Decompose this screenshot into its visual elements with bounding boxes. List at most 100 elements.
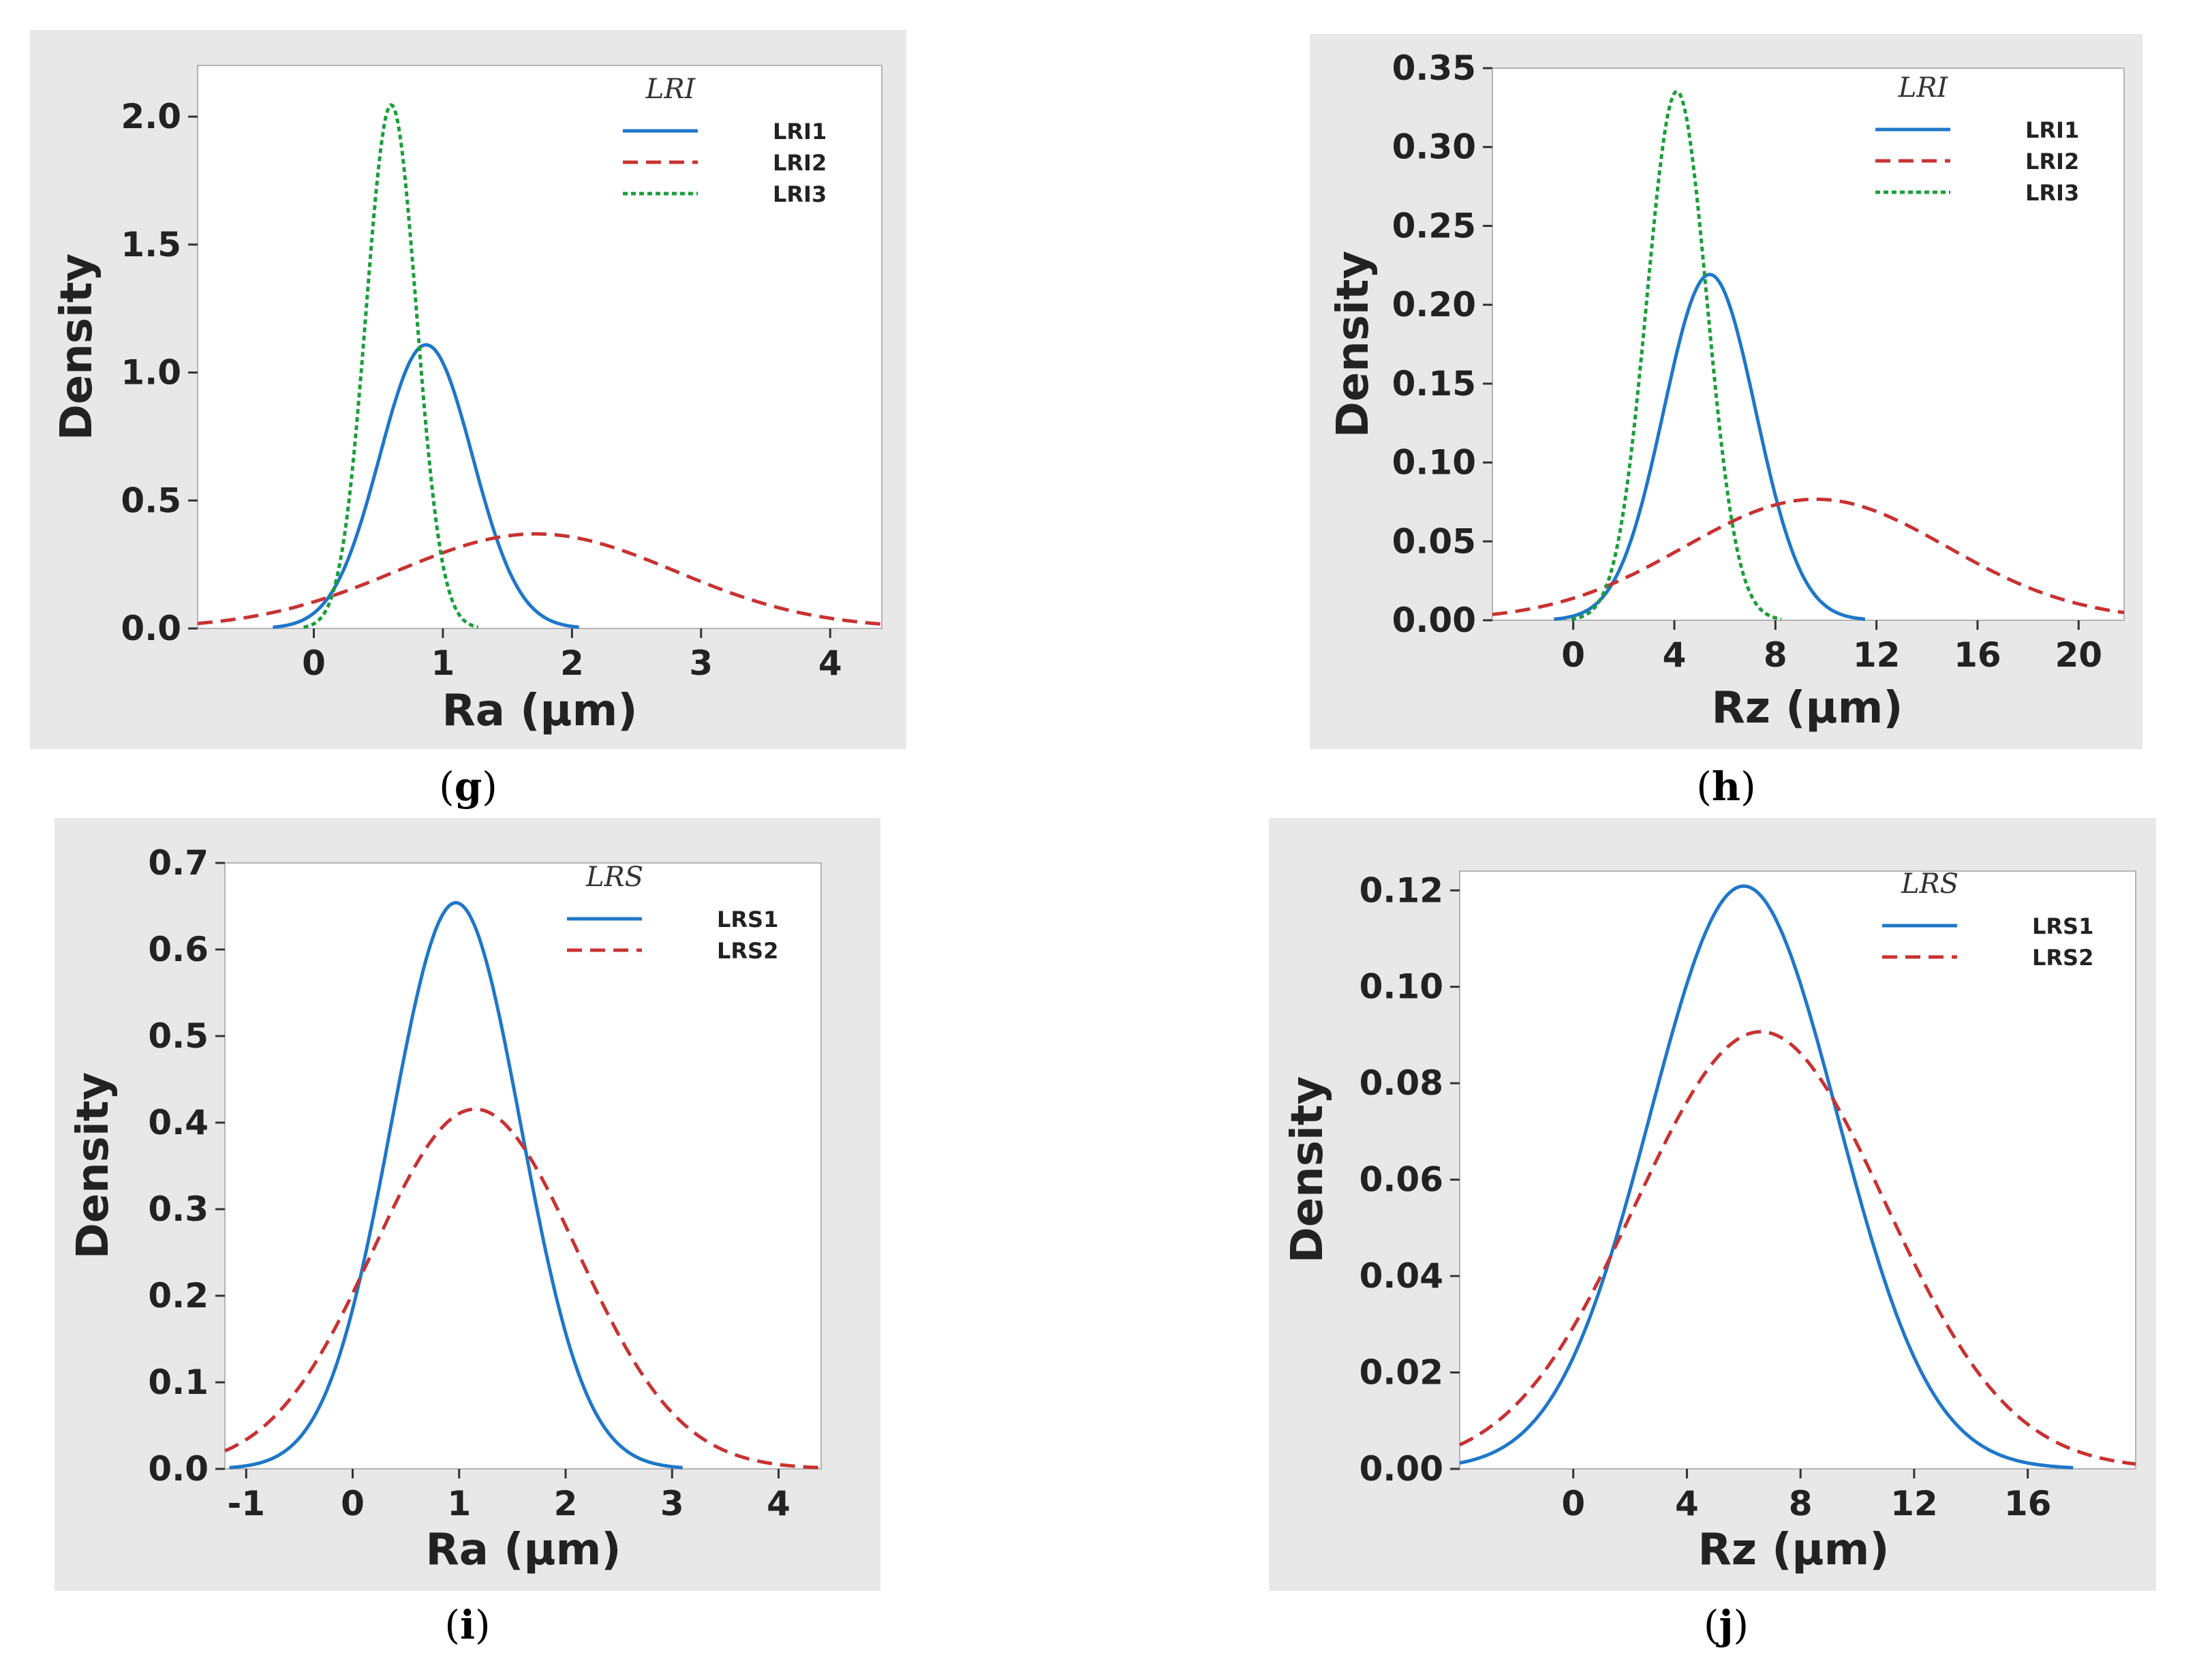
x-tick-label: 4 xyxy=(1675,1484,1699,1523)
x-tick-label: 4 xyxy=(767,1484,790,1523)
series-line-lri3 xyxy=(1571,89,1782,621)
chart-svg-j: 0.00 0.02 0.04 0.06 0.08 0.10 0.12 0 4 8 12 16 Rz (µ… xyxy=(1282,868,2136,1575)
y-tick-label: 2.0 xyxy=(121,97,181,136)
series-line-lrs2 xyxy=(1458,1030,2136,1466)
legend-title: LRI xyxy=(1898,72,1949,104)
series-line-lrs1 xyxy=(1459,884,2074,1470)
x-tick-label: 1 xyxy=(431,643,455,683)
legend-label-lri3: LRI3 xyxy=(2025,180,2079,206)
legend-label-lrs2: LRS2 xyxy=(717,938,778,964)
legend-label-lri1: LRI1 xyxy=(773,119,827,145)
y-tick-label: 0.00 xyxy=(1392,601,1476,640)
legend-label-lri3: LRI3 xyxy=(773,181,827,207)
y-tick-label: 0.4 xyxy=(148,1103,209,1142)
y-axis-label: Density xyxy=(1282,1076,1333,1263)
y-tick-label: 0.20 xyxy=(1392,285,1476,324)
x-tick-label: 8 xyxy=(1789,1484,1813,1523)
x-tick-label: 16 xyxy=(2004,1484,2052,1523)
y-tick-label: 0.25 xyxy=(1392,206,1476,245)
y-axis-label: Density xyxy=(68,1072,119,1259)
x-tick-label: 20 xyxy=(2055,635,2102,675)
caption-letter-g: g xyxy=(454,763,482,810)
legend-label-lrs2: LRS2 xyxy=(2032,945,2093,971)
caption-letter-j: j xyxy=(1719,1602,1734,1648)
caption-j: (j) xyxy=(1703,1602,1749,1648)
y-tick-label: 0.7 xyxy=(148,843,209,883)
y-tick-label: 0.5 xyxy=(121,481,181,520)
y-tick-label: 0.02 xyxy=(1360,1353,1443,1393)
x-tick-label: 2 xyxy=(560,643,584,683)
legend-title: LRS xyxy=(585,862,643,893)
y-tick-label: 0.12 xyxy=(1360,870,1443,910)
series-line-lrs2 xyxy=(224,1107,820,1470)
x-axis-label: Ra (µm) xyxy=(442,686,637,736)
y-tick-label: 0.6 xyxy=(148,930,209,969)
legend-title: LRI xyxy=(645,74,696,105)
y-tick-label: 0.0 xyxy=(148,1449,209,1489)
legend-label-lrs1: LRS1 xyxy=(2032,913,2093,939)
chart-svg-h: 0.00 0.05 0.10 0.15 0.20 0.25 0.30 0.35 0 4 8 12 16 2… xyxy=(1328,48,2125,733)
x-tick-label: 0 xyxy=(341,1484,365,1523)
x-axis-label: Rz (µm) xyxy=(1711,683,1903,733)
chart-panel-g: 0.0 0.5 1.0 1.5 2.0 0 1 2 3 4 Ra (µm) Density LRI LRI… xyxy=(30,30,906,749)
legend-title: LRS xyxy=(1901,868,1958,900)
caption-i: (i) xyxy=(444,1602,491,1648)
y-tick-label: 0.30 xyxy=(1392,127,1476,167)
y-tick-label: 0.04 xyxy=(1360,1256,1443,1296)
x-tick-label: 0 xyxy=(1561,635,1585,675)
caption-g: (g) xyxy=(439,763,497,810)
y-tick-label: 0.00 xyxy=(1360,1449,1443,1489)
legend-label-lri1: LRI1 xyxy=(2025,117,2079,143)
chart-panel-j: 0.00 0.02 0.04 0.06 0.08 0.10 0.12 0 4 8 12 16 Rz (µ… xyxy=(1269,818,2156,1591)
x-tick-label: -1 xyxy=(227,1484,265,1523)
caption-h: (h) xyxy=(1696,763,1756,810)
y-tick-label: 0.08 xyxy=(1360,1063,1443,1103)
y-tick-label: 1.0 xyxy=(121,353,181,393)
x-tick-label: 4 xyxy=(1663,635,1687,675)
y-axis-label: Density xyxy=(52,254,102,440)
chart-svg-g: 0.0 0.5 1.0 1.5 2.0 0 1 2 3 4 Ra (µm) Density LRI LRI… xyxy=(52,65,882,736)
chart-panel-h: 0.00 0.05 0.10 0.15 0.20 0.25 0.30 0.35 0 4 8 12 16 2… xyxy=(1310,34,2142,749)
caption-letter-h: h xyxy=(1711,763,1741,810)
y-tick-label: 0.05 xyxy=(1392,521,1476,561)
series-line-lrs1 xyxy=(229,900,683,1470)
series-line-lri2 xyxy=(1492,497,2125,616)
legend-label-lri2: LRI2 xyxy=(773,150,827,176)
y-tick-label: 1.5 xyxy=(121,225,181,264)
y-tick-label: 0.10 xyxy=(1360,967,1443,1007)
legend-label-lri2: LRI2 xyxy=(2025,149,2079,174)
y-tick-label: 0.35 xyxy=(1392,48,1476,88)
y-axis-label: Density xyxy=(1328,251,1379,438)
y-tick-label: 0.2 xyxy=(148,1276,209,1316)
y-tick-label: 0.10 xyxy=(1392,443,1476,483)
x-tick-label: 3 xyxy=(660,1484,684,1523)
chart-svg-i: 0.0 0.1 0.2 0.3 0.4 0.5 0.6 0.7 -1 0 1 2 3 4 Ra (µm) De… xyxy=(68,843,822,1575)
chart-panel-i: 0.0 0.1 0.2 0.3 0.4 0.5 0.6 0.7 -1 0 1 2 3 4 Ra (µm) De… xyxy=(55,818,880,1591)
x-tick-label: 12 xyxy=(1890,1484,1938,1523)
series-line-lri1 xyxy=(273,343,579,629)
y-tick-label: 0.5 xyxy=(148,1016,209,1056)
x-axis-label: Ra (µm) xyxy=(425,1525,621,1575)
y-tick-label: 0.06 xyxy=(1360,1160,1443,1200)
plot-area xyxy=(1492,67,2125,621)
y-tick-label: 0.0 xyxy=(121,609,181,648)
caption-letter-i: i xyxy=(459,1602,476,1648)
x-tick-label: 2 xyxy=(554,1484,578,1523)
plot-area xyxy=(224,862,822,1470)
y-tick-label: 0.15 xyxy=(1392,364,1476,404)
x-tick-label: 12 xyxy=(1853,635,1901,675)
series-line-lri2 xyxy=(197,532,882,626)
y-tick-label: 0.1 xyxy=(148,1363,209,1402)
series-line-lri1 xyxy=(1554,273,1866,621)
x-axis-label: Rz (µm) xyxy=(1698,1525,1889,1575)
x-tick-label: 0 xyxy=(1561,1484,1585,1523)
legend-label-lrs1: LRS1 xyxy=(717,907,778,932)
x-tick-label: 4 xyxy=(818,643,842,683)
x-tick-label: 0 xyxy=(302,643,326,683)
y-tick-label: 0.3 xyxy=(148,1189,209,1229)
x-tick-label: 16 xyxy=(1954,635,2001,675)
x-tick-label: 1 xyxy=(447,1484,471,1523)
x-tick-label: 8 xyxy=(1764,635,1787,675)
x-tick-label: 3 xyxy=(689,643,713,683)
series-line-lri3 xyxy=(303,103,479,629)
